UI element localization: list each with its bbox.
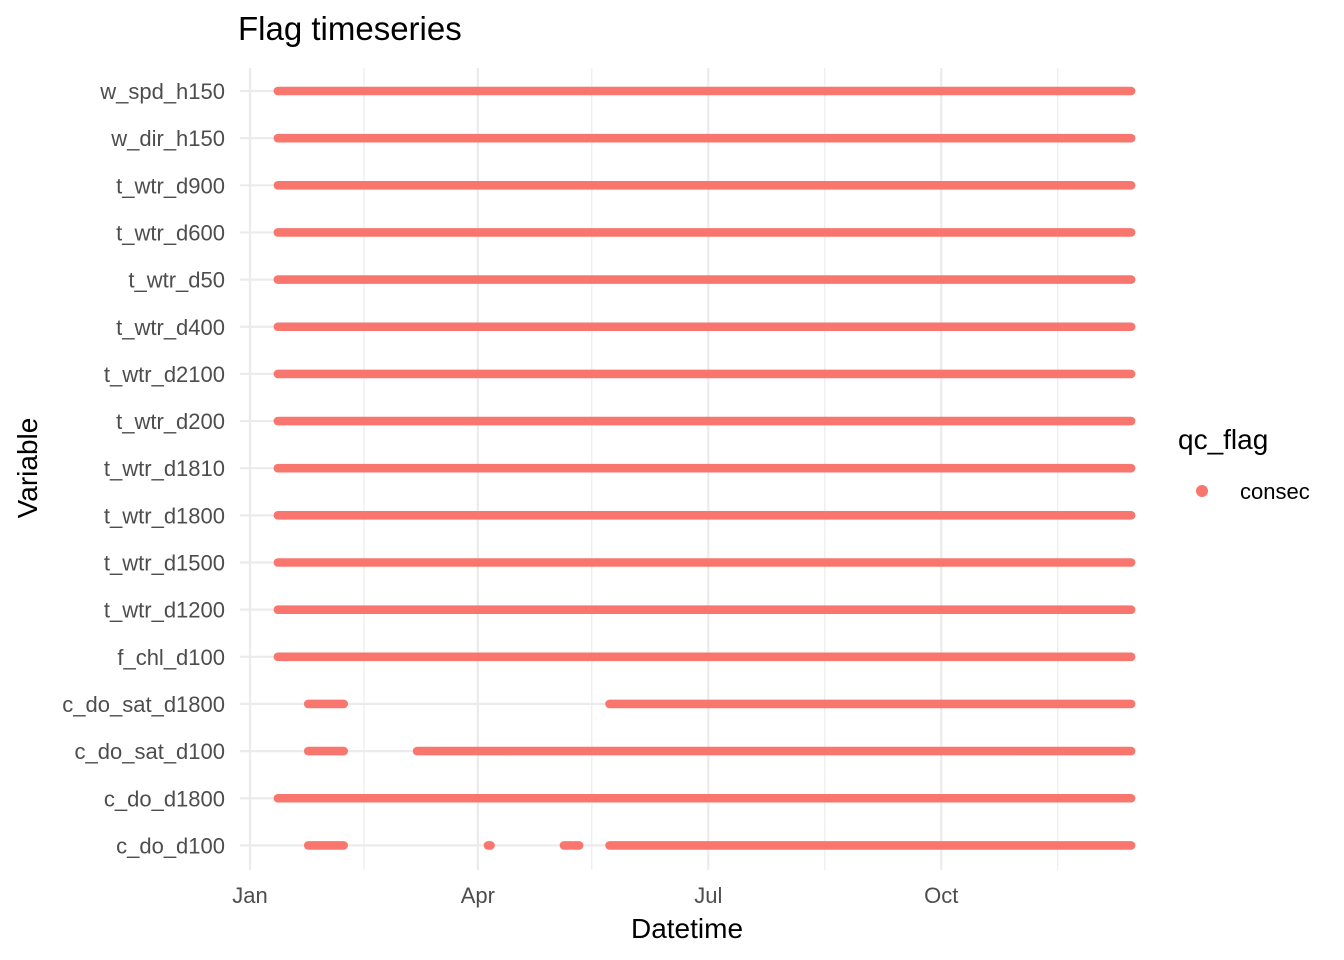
y-tick-label: t_wtr_d400 xyxy=(116,315,225,340)
y-tick-label: t_wtr_d1810 xyxy=(104,456,225,481)
y-tick-label: t_wtr_d1800 xyxy=(104,503,225,528)
x-tick-label: Apr xyxy=(461,883,495,908)
y-tick-label: t_wtr_d600 xyxy=(116,220,225,245)
y-tick-label: c_do_sat_d100 xyxy=(75,739,225,764)
y-tick-label: w_dir_h150 xyxy=(110,126,225,151)
y-tick-label: f_chl_d100 xyxy=(117,645,225,670)
y-tick-label: c_do_d100 xyxy=(116,833,225,858)
y-tick-label: c_do_sat_d1800 xyxy=(62,692,225,717)
x-tick-label: Oct xyxy=(924,883,958,908)
y-tick-labels: w_spd_h150 w_dir_h150 t_wtr_d900 t_wtr_d600… xyxy=(62,79,225,858)
y-tick-label: t_wtr_d2100 xyxy=(104,362,225,387)
legend-key-consec xyxy=(1196,485,1208,497)
y-tick-label: t_wtr_d1200 xyxy=(104,598,225,623)
y-tick-label: t_wtr_d1500 xyxy=(104,551,225,576)
y-tick-label: t_wtr_d50 xyxy=(128,268,225,293)
x-tick-labels: Jan Apr Jul Oct xyxy=(232,883,958,908)
x-axis-title: Datetime xyxy=(631,913,743,944)
y-tick-label: w_spd_h150 xyxy=(99,79,225,104)
y-tick-label: t_wtr_d200 xyxy=(116,409,225,434)
data-marks xyxy=(273,86,1136,850)
legend: qc_flag consec xyxy=(1178,424,1310,504)
y-tick-label: c_do_d1800 xyxy=(104,786,225,811)
x-tick-label: Jan xyxy=(232,883,267,908)
chart-title: Flag timeseries xyxy=(238,10,462,47)
y-tick-label: t_wtr_d900 xyxy=(116,173,225,198)
legend-label-consec: consec xyxy=(1240,479,1310,504)
y-axis-title: Variable xyxy=(12,418,43,519)
x-tick-label: Jul xyxy=(694,883,722,908)
legend-title: qc_flag xyxy=(1178,424,1268,455)
